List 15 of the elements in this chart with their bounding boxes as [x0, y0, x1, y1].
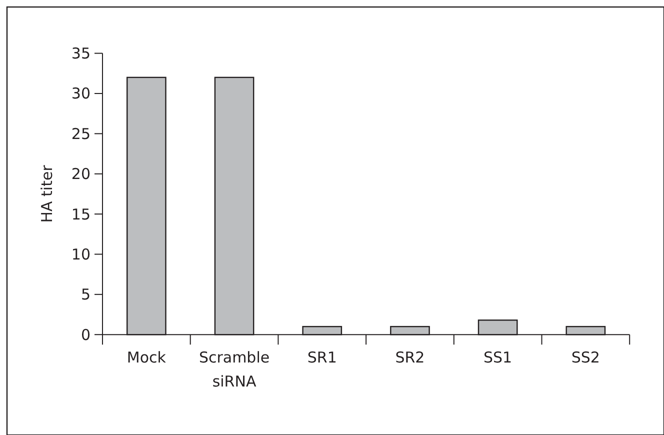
y-tick-label: 35 — [71, 44, 90, 63]
y-tick-label: 5 — [80, 286, 90, 304]
x-tick-label: SS1 — [484, 348, 512, 367]
y-tick-label: 30 — [71, 84, 90, 103]
y-tick-label: 15 — [71, 205, 90, 224]
y-tick-label: 20 — [71, 165, 90, 184]
x-tick-label: Scramble siRNA — [198, 348, 270, 391]
x-tick-label: SR2 — [395, 348, 425, 367]
x-tick-label: SR1 — [307, 348, 337, 367]
y-axis-title: HA titer — [38, 164, 56, 223]
y-tick-label: 25 — [71, 124, 90, 143]
x-tick-label: Mock — [126, 348, 166, 367]
x-tick-label: SS2 — [571, 348, 600, 367]
y-tick-label: 10 — [71, 245, 90, 264]
y-tick-label: 0 — [80, 326, 90, 344]
